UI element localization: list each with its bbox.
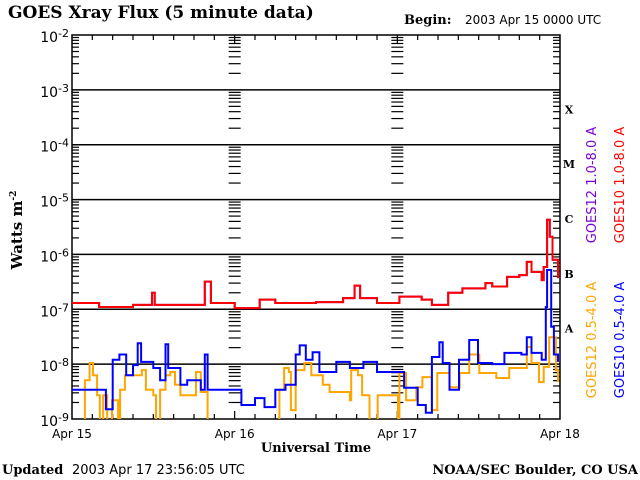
flare-class-label: C [565, 213, 574, 226]
legend-entry: GOES12 0.5-4.0 A [585, 282, 600, 399]
flare-class-label: X [565, 103, 574, 116]
y-tick-base: 10 [40, 304, 58, 320]
series-line-goes10-0-5-4-0-a [72, 269, 559, 414]
y-tick-base: 10 [40, 85, 58, 101]
updated-label: Updated [2, 463, 63, 478]
x-tick-label: Apr 17 [377, 427, 417, 441]
y-tick-base: 10 [40, 30, 58, 46]
x-tick-label: Apr 18 [540, 427, 580, 441]
x-tick-labels: Apr 15 Apr 16 Apr 17 Apr 18 [52, 427, 580, 441]
y-tick-exp: -6 [58, 246, 69, 259]
legend: GOES12 1.0-8.0 A GOES10 1.0-8.0 A GOES12 0… [585, 127, 628, 399]
legend-label: GOES10 1.0-8.0 A [613, 127, 628, 244]
legend-label: GOES12 0.5-4.0 A [585, 282, 600, 399]
y-tick-label: 10-8 [40, 356, 69, 375]
legend-label: GOES12 1.0-8.0 A [585, 127, 600, 244]
y-tick-exp: -2 [58, 27, 69, 40]
series-lines [72, 218, 559, 419]
series-line-goes10-1-0-8-0-a [72, 218, 559, 310]
y-tick-base: 10 [40, 414, 58, 430]
y-tick-label: 10-3 [40, 82, 69, 101]
legend-entry: GOES10 1.0-8.0 A [613, 127, 628, 244]
y-tick-base: 10 [40, 140, 58, 156]
x-tick-label: Apr 16 [215, 427, 255, 441]
y-tick-exp: -9 [58, 411, 69, 424]
y-tick-base: 10 [40, 195, 58, 211]
y-tick-exp: -7 [58, 301, 69, 314]
y-tick-label: 10-5 [40, 192, 69, 211]
y-tick-base: 10 [40, 359, 58, 375]
credit: NOAA/SEC Boulder, CO USA [432, 463, 639, 478]
flare-class-label: A [564, 323, 574, 336]
begin-value: 2003 Apr 15 0000 UTC [465, 13, 601, 27]
series-line-goes12-0-5-4-0-a [83, 336, 559, 419]
chart-title: GOES Xray Flux (5 minute data) [8, 3, 314, 23]
y-axis-title: Watts m-2 [8, 191, 26, 271]
legend-entry: GOES10 0.5-4.0 A [613, 282, 628, 399]
y-tick-label: 10-2 [40, 27, 69, 46]
x-axis-title: Universal Time [261, 441, 371, 456]
ylabel-text: Watts m [8, 201, 26, 271]
y-tick-exp: -5 [58, 192, 69, 205]
y-tick-label: 10-7 [40, 301, 69, 320]
y-tick-labels: 10-910-810-710-610-510-410-310-2 [40, 27, 69, 430]
flare-class-label: B [564, 268, 573, 281]
begin-label: Begin: [404, 13, 452, 28]
y-tick-exp: -4 [58, 137, 69, 150]
svg-text:Watts m-2: Watts m-2 [8, 191, 26, 271]
flare-class-label: M [563, 158, 575, 171]
x-tick-label: Apr 15 [52, 427, 92, 441]
y-tick-label: 10-6 [40, 246, 69, 265]
y-tick-label: 10-9 [40, 411, 69, 430]
updated-value: 2003 Apr 17 23:56:05 UTC [72, 463, 245, 478]
flare-class-labels: A B C M X [563, 103, 575, 335]
legend-entry: GOES12 1.0-8.0 A [585, 127, 600, 244]
y-tick-base: 10 [40, 249, 58, 265]
series-line-goes12-1-0-8-0-a [72, 218, 559, 310]
ylabel-sup: -2 [9, 191, 19, 201]
legend-label: GOES10 0.5-4.0 A [613, 282, 628, 399]
y-tick-exp: -8 [58, 356, 69, 369]
y-tick-label: 10-4 [40, 137, 69, 156]
y-tick-exp: -3 [58, 82, 69, 95]
